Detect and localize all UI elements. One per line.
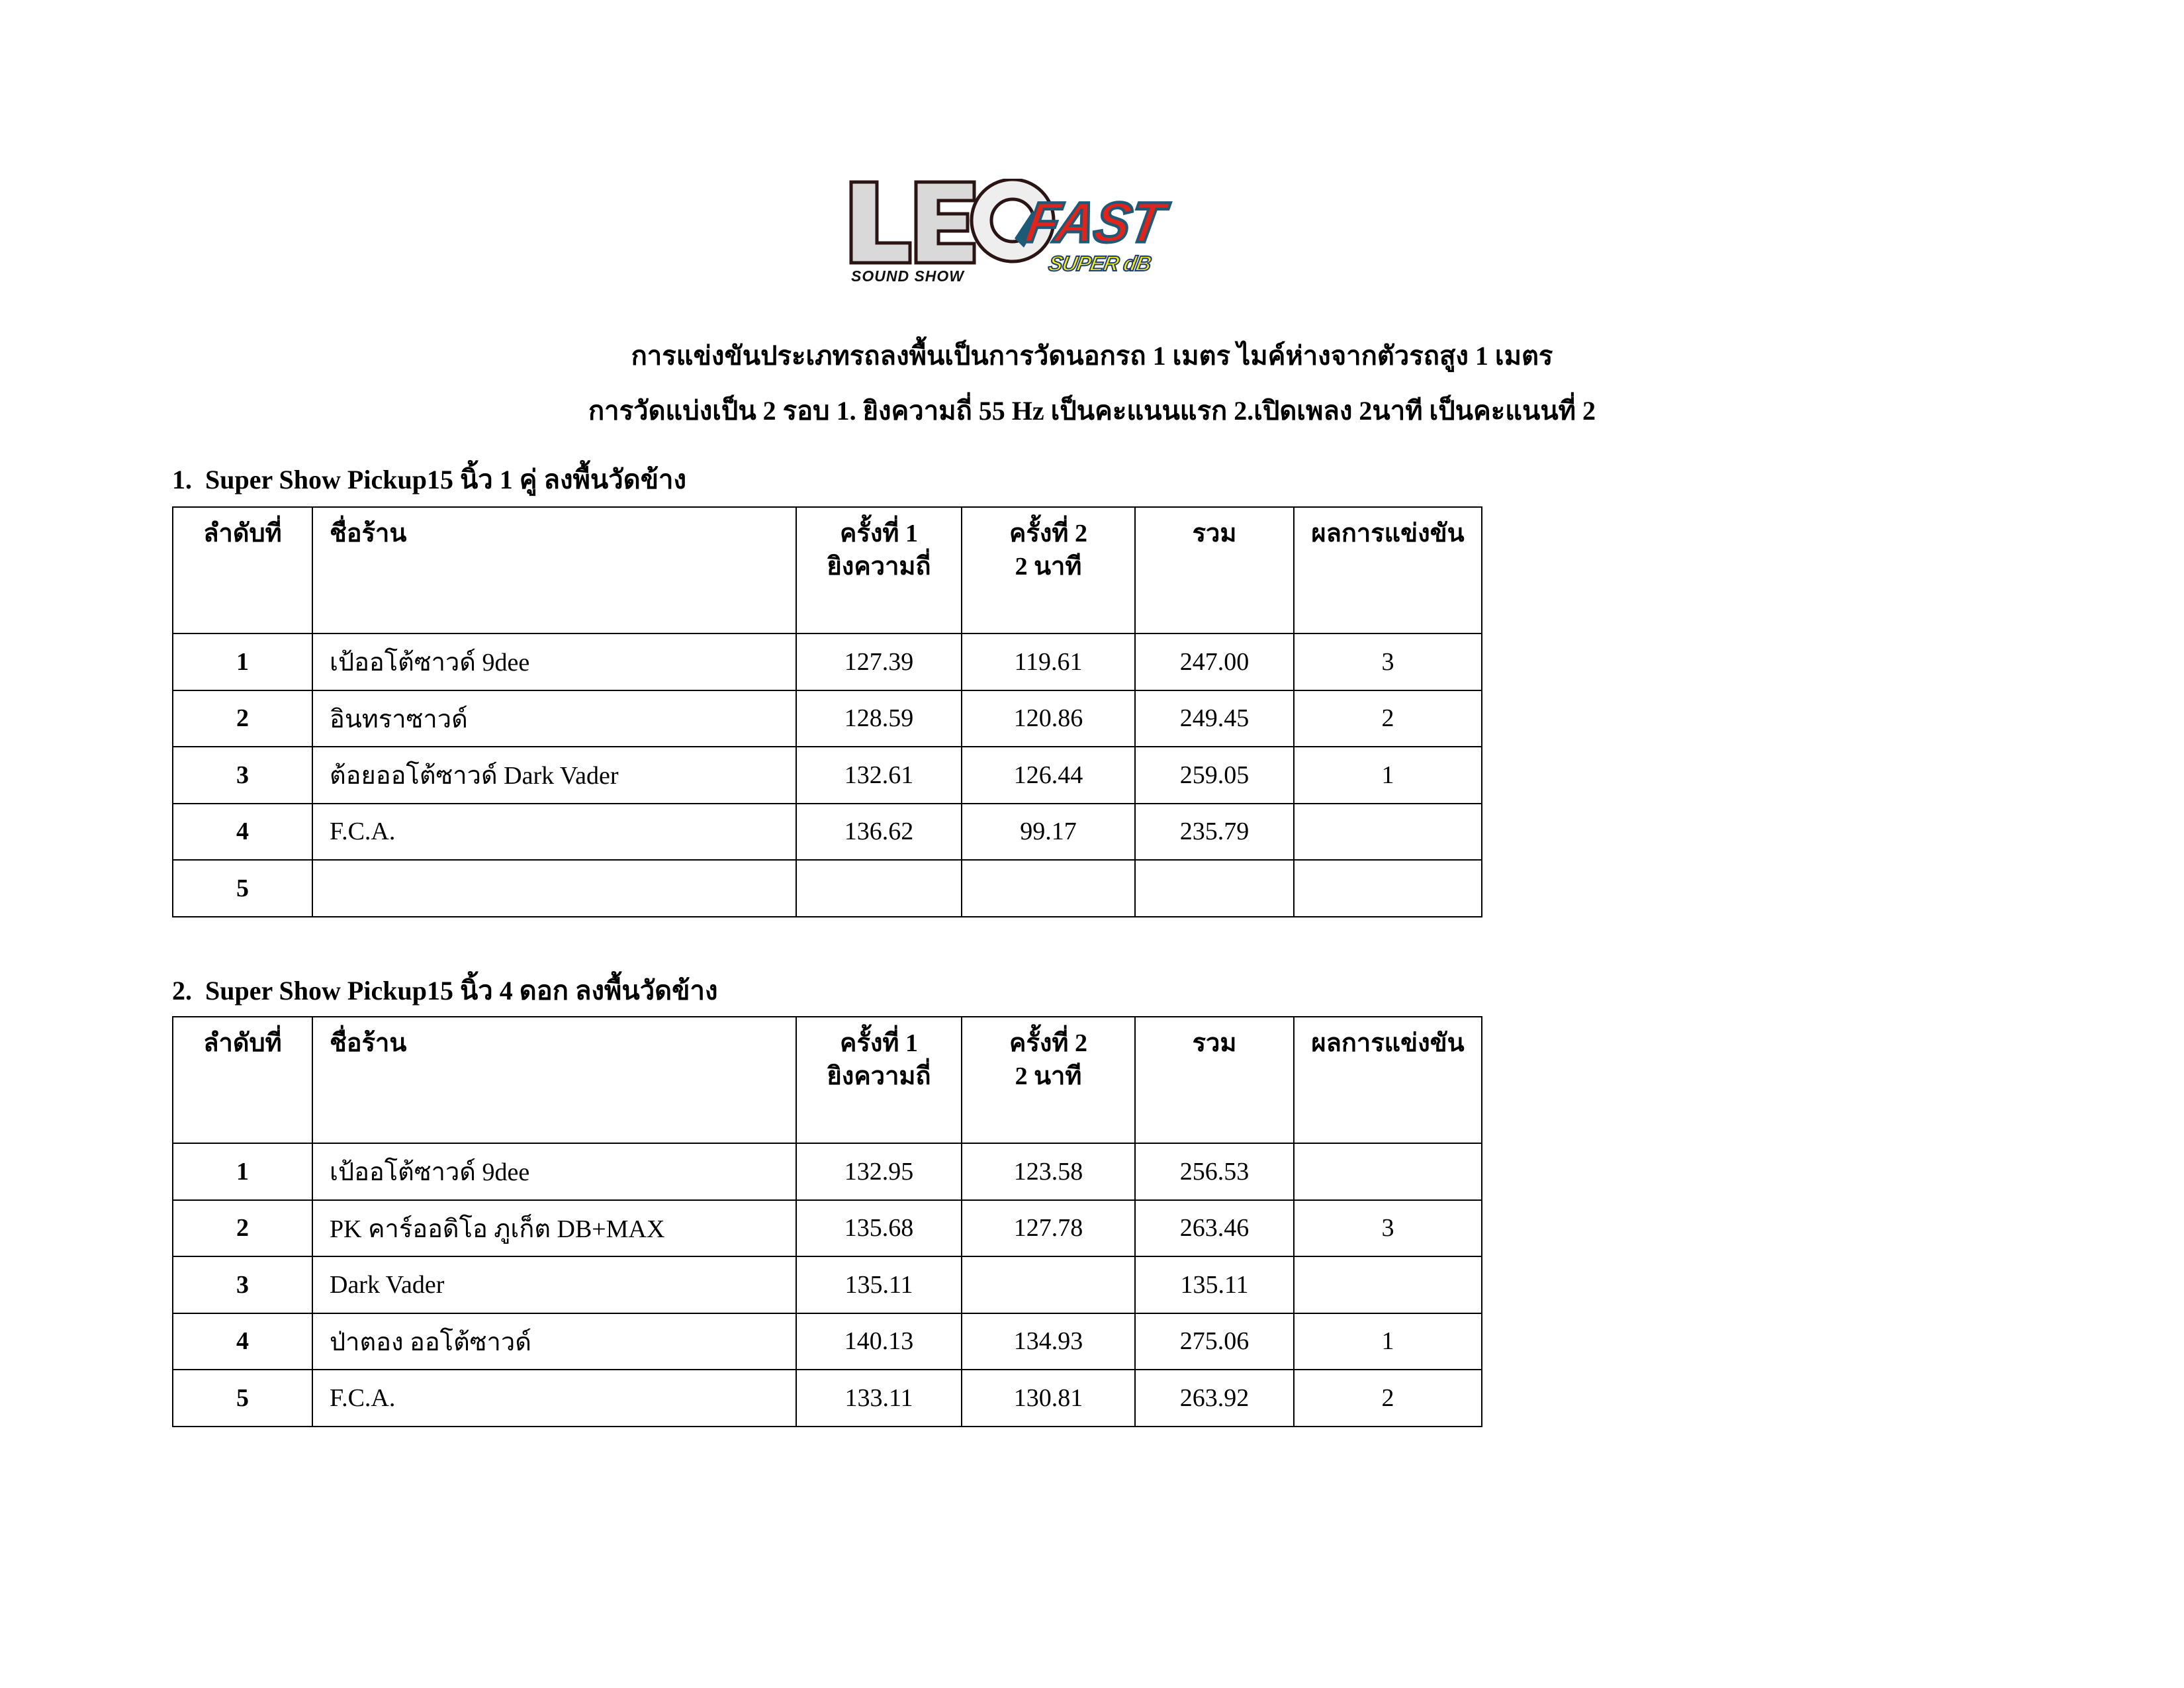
- svg-text:SOUND SHOW: SOUND SHOW: [851, 267, 965, 285]
